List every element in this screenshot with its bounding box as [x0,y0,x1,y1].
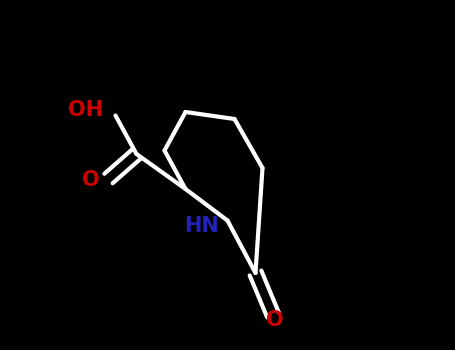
Text: O: O [82,170,100,190]
Text: OH: OH [68,100,103,120]
Text: HN: HN [184,216,219,236]
Text: O: O [266,310,283,330]
